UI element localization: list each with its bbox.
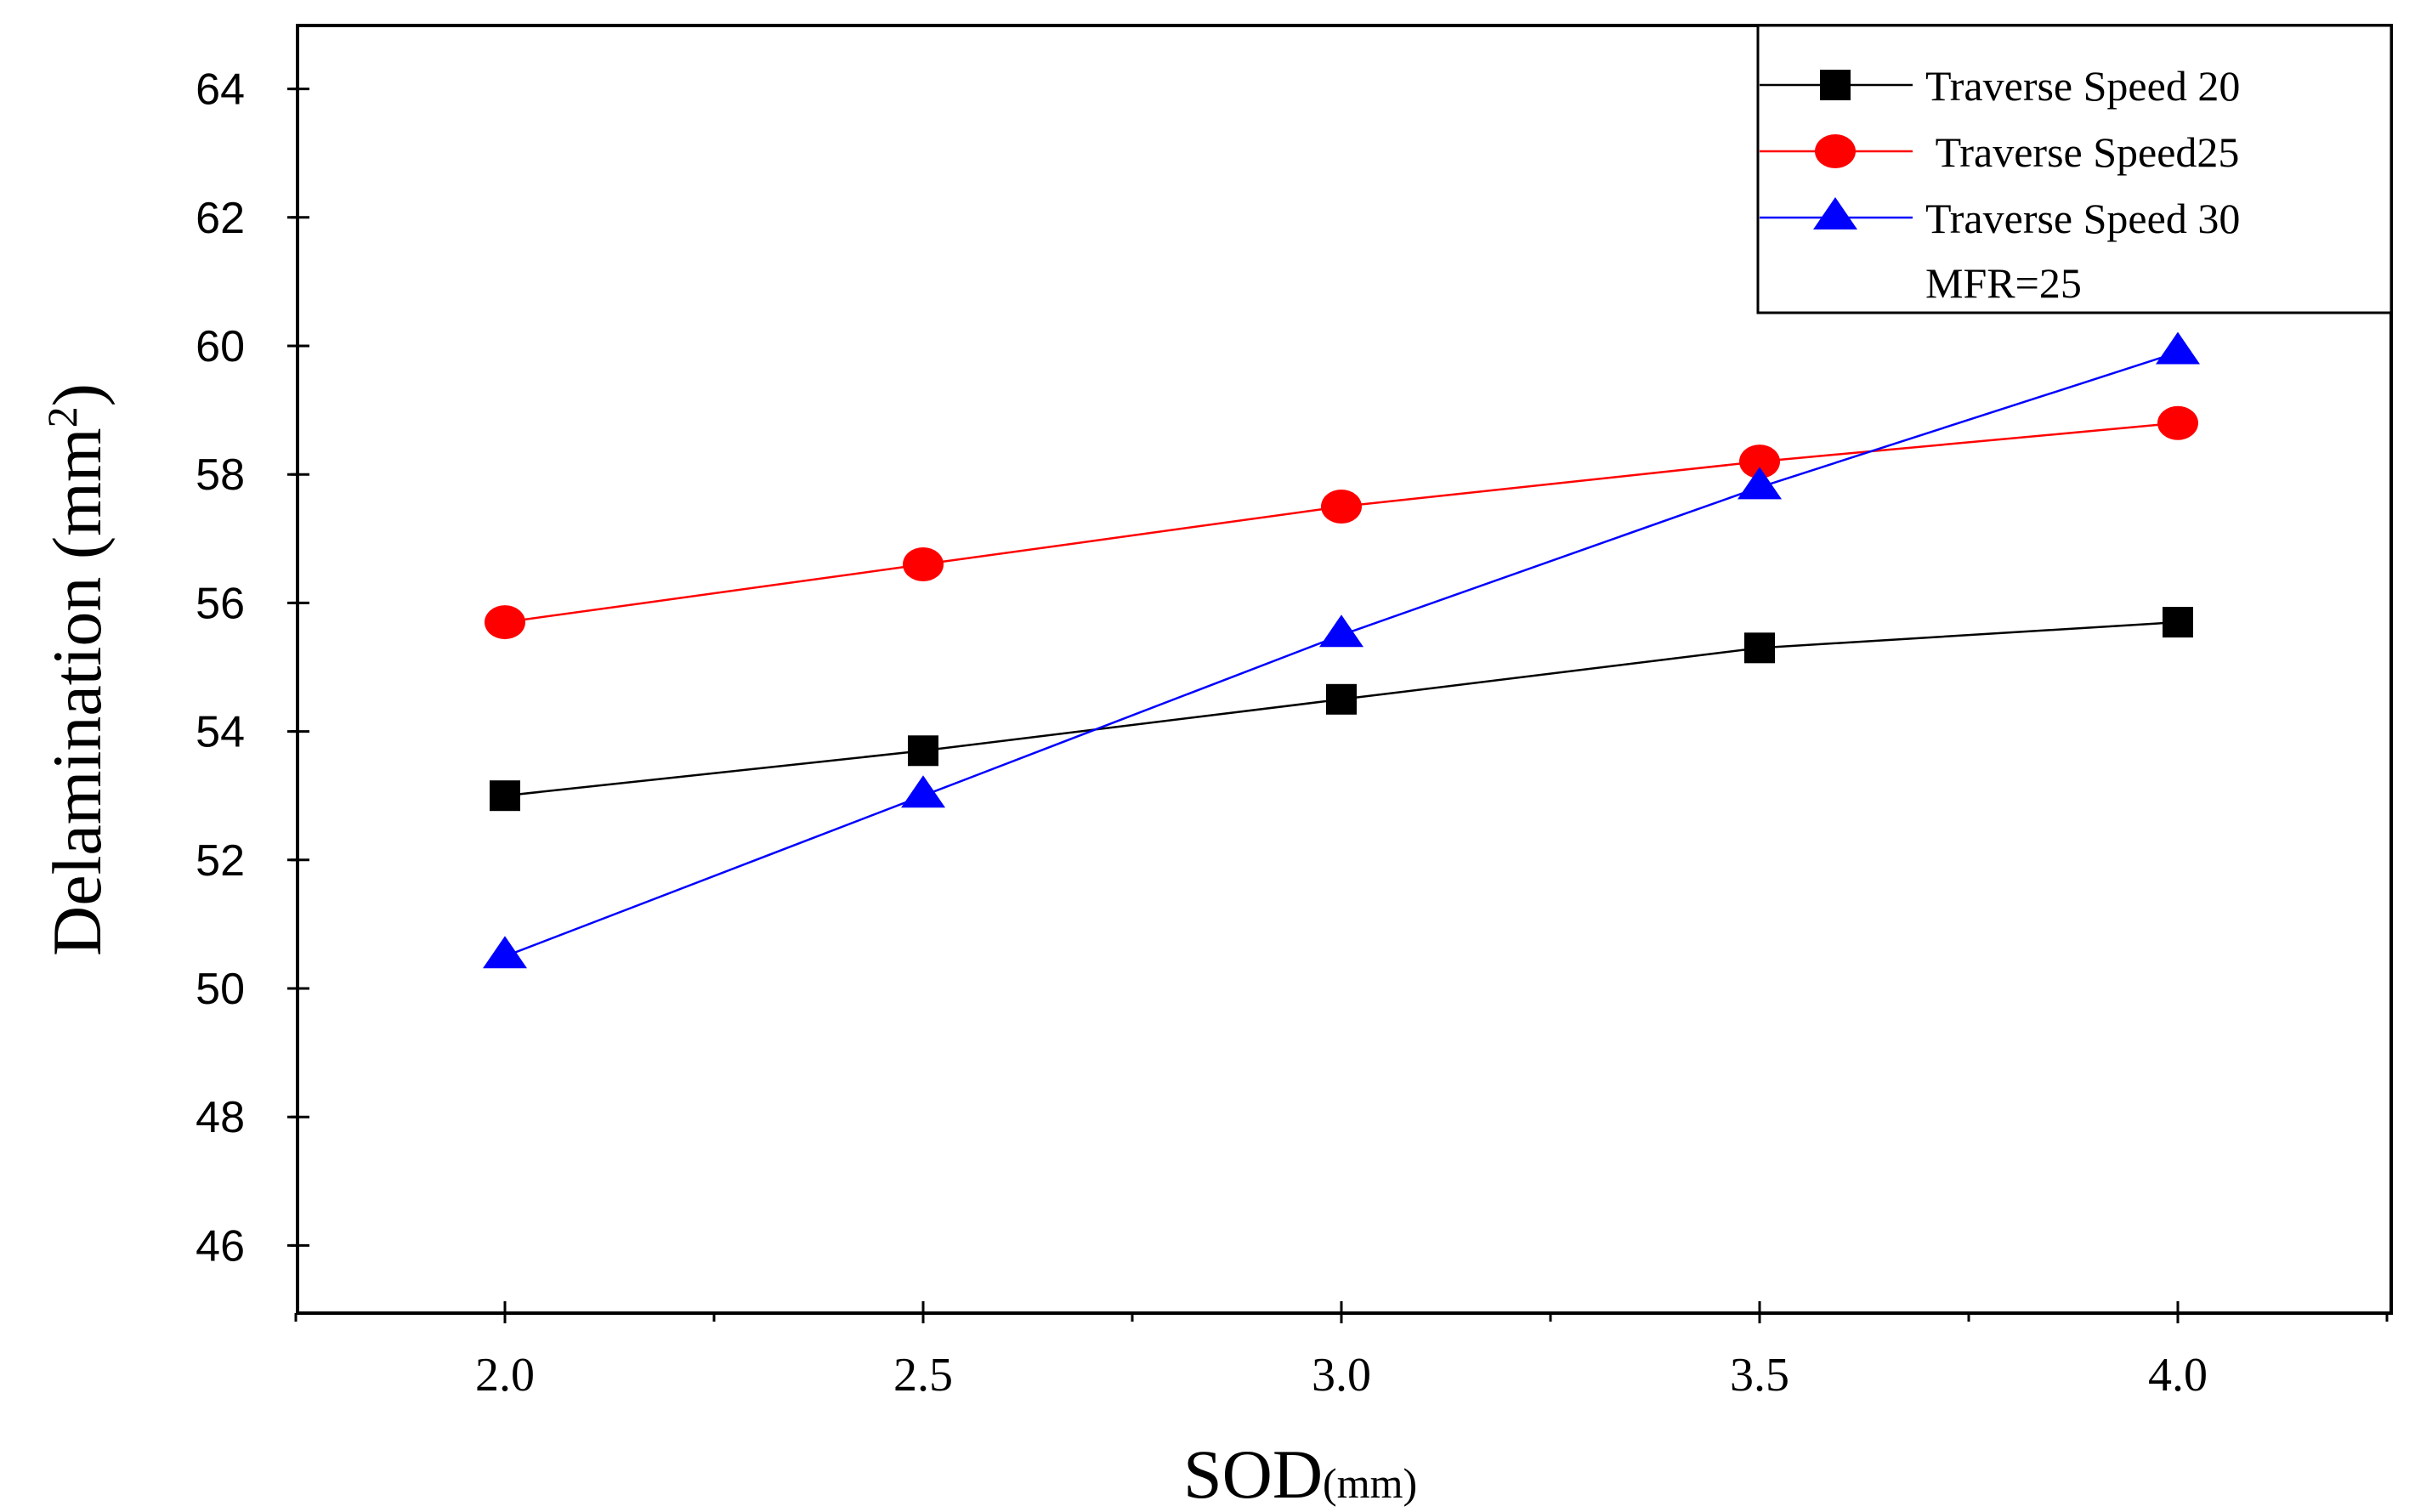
- data-point-circle: [903, 547, 944, 582]
- legend-note-mfr: MFR=25: [1925, 259, 2082, 307]
- legend-label-speed-30: Traverse Speed 30: [1925, 195, 2240, 242]
- y-tick-label: 56: [196, 579, 245, 628]
- y-tick-label: 46: [196, 1221, 245, 1271]
- data-point-square: [490, 780, 520, 812]
- series-line-3: [504, 351, 2179, 958]
- y-axis-ticks: 46 48 50 52 54 56 58 60 62 64: [196, 65, 309, 1271]
- x-tick-label: 3.5: [1730, 1349, 1789, 1402]
- data-point-square: [908, 735, 938, 767]
- plot-frame: [296, 24, 2393, 1315]
- data-point-square: [2163, 607, 2193, 638]
- y-tick-label: 58: [196, 450, 245, 500]
- y-tick-label: 52: [196, 836, 245, 886]
- legend-marker-circle: [1815, 134, 1856, 168]
- data-point-square: [1744, 632, 1775, 664]
- legend-marker-square: [1820, 70, 1851, 100]
- y-tick-label: 60: [196, 322, 245, 371]
- series-layer: [483, 331, 2200, 969]
- x-tick-label: 3.0: [1312, 1349, 1371, 1402]
- y-tick-label: 64: [196, 65, 245, 115]
- x-tick-label: 4.0: [2148, 1349, 2208, 1402]
- y-tick-label: 54: [196, 708, 245, 757]
- data-point-triangle: [2156, 331, 2200, 365]
- legend-label-speed-20: Traverse Speed 20: [1925, 62, 2240, 110]
- data-point-circle: [1739, 445, 1780, 479]
- y-tick-label: 62: [196, 194, 245, 243]
- data-point-circle: [1321, 490, 1362, 524]
- data-point-triangle: [483, 936, 527, 969]
- data-point-circle: [485, 605, 525, 640]
- data-point-triangle: [1319, 614, 1363, 648]
- data-point-circle: [2157, 405, 2198, 440]
- data-point-triangle: [901, 775, 945, 808]
- x-tick-label: 2.0: [475, 1349, 535, 1402]
- y-tick-label: 50: [196, 965, 245, 1014]
- legend-label-speed-25: Traverse Speed25: [1925, 128, 2239, 176]
- legend-box: [1756, 24, 2393, 314]
- legend-marker-triangle: [1813, 197, 1857, 229]
- y-tick-label: 48: [196, 1093, 245, 1142]
- legend: Traverse Speed 20 Traverse Speed25 Trave…: [1756, 24, 2393, 314]
- x-tick-label: 2.5: [893, 1349, 953, 1402]
- data-point-square: [1326, 683, 1357, 715]
- data-point-triangle: [1738, 467, 1782, 500]
- x-axis-ticks: 2.0 2.5 3.0 3.5 4.0: [294, 1301, 2389, 1402]
- y-axis-title: Delamination (mm2): [38, 383, 116, 956]
- x-axis-title: SOD(mm): [1183, 1436, 1417, 1512]
